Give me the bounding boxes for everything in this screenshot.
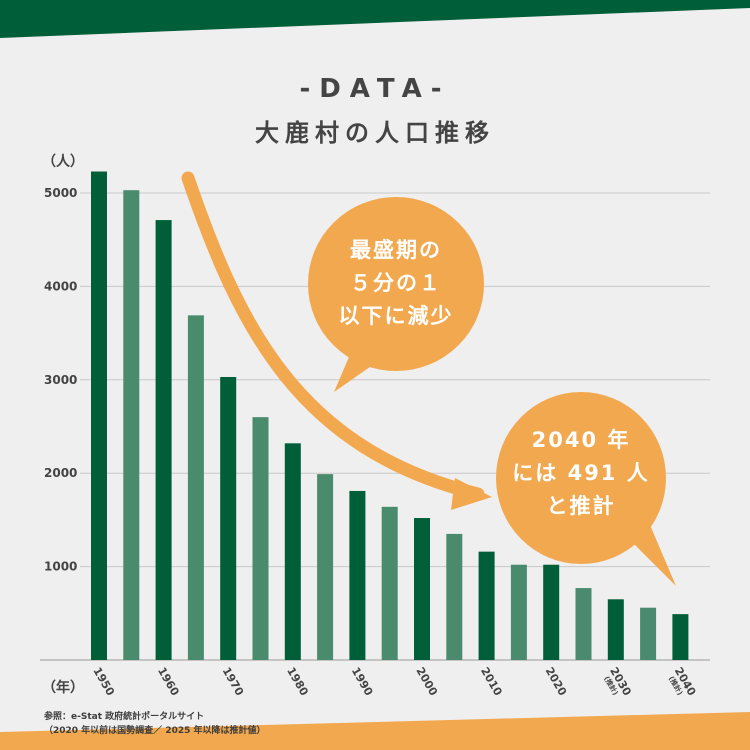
y-tick-label: 2000: [44, 466, 77, 480]
top-green-band: [0, 0, 750, 38]
trend-arrow: [181, 171, 485, 501]
bar-2040: [672, 614, 689, 660]
source-line-1: 参照：e-Stat 政府統計ポータルサイト: [44, 712, 205, 722]
bar-1970: [220, 376, 237, 660]
callout-1-line-2: ５分の１: [350, 271, 442, 295]
bar-1955: [123, 190, 140, 660]
bar-2025: [575, 588, 592, 660]
callout-1-text: 最盛期の ５分の１ 以下に減少: [306, 234, 486, 333]
gridlines: [40, 192, 710, 661]
callout-bubble-1: [308, 197, 484, 392]
y-tick-label: 1000: [44, 560, 77, 574]
bar-2005: [446, 533, 463, 660]
callout-bubble-2: [496, 392, 676, 586]
chart-title: 大鹿村の人口推移: [255, 119, 495, 147]
y-tick-label: 3000: [44, 373, 77, 387]
y-axis-ticks: 1000 2000 3000 4000 5000: [44, 186, 77, 574]
bottom-orange-band: [0, 712, 750, 750]
bar-2010: [478, 551, 495, 660]
bar-1995: [381, 506, 398, 660]
callout-2-text: 2040 年 には 491 人 と推計: [491, 424, 671, 523]
bar-2030: [607, 599, 624, 660]
y-axis-unit: （人）: [42, 153, 84, 170]
bar-1960: [155, 220, 172, 660]
callout-1-line-1: 最盛期の: [350, 238, 442, 262]
bar-2000: [414, 518, 430, 660]
y-tick-label: 5000: [44, 186, 77, 200]
bar-1990: [349, 490, 366, 660]
bar-2035: [640, 607, 657, 660]
source-line-2: （2020 年以前は国勢調査／ 2025 年以降は推計値）: [44, 726, 266, 736]
source-note: 参照：e-Stat 政府統計ポータルサイト （2020 年以前は国勢調査／ 20…: [44, 710, 266, 738]
callout-2-line-3: と推計: [546, 494, 616, 518]
bar-2020: [543, 564, 560, 660]
x-axis-unit: （年）: [42, 679, 84, 696]
bar-1985: [317, 474, 334, 660]
bars: [91, 171, 689, 660]
y-tick-label: 4000: [44, 279, 77, 293]
bar-1975: [252, 417, 269, 660]
kicker-label: -DATA-: [299, 74, 451, 104]
callout-2-line-1: 2040 年: [531, 428, 631, 452]
callout-1-line-3: 以下に減少: [338, 304, 454, 328]
bar-1950: [91, 171, 107, 660]
bar-1965: [187, 315, 204, 660]
bar-2015: [510, 564, 527, 660]
trend-arrowhead: [451, 478, 492, 510]
callout-2-line-2: には 491 人: [512, 461, 650, 485]
bar-1980: [284, 443, 301, 660]
